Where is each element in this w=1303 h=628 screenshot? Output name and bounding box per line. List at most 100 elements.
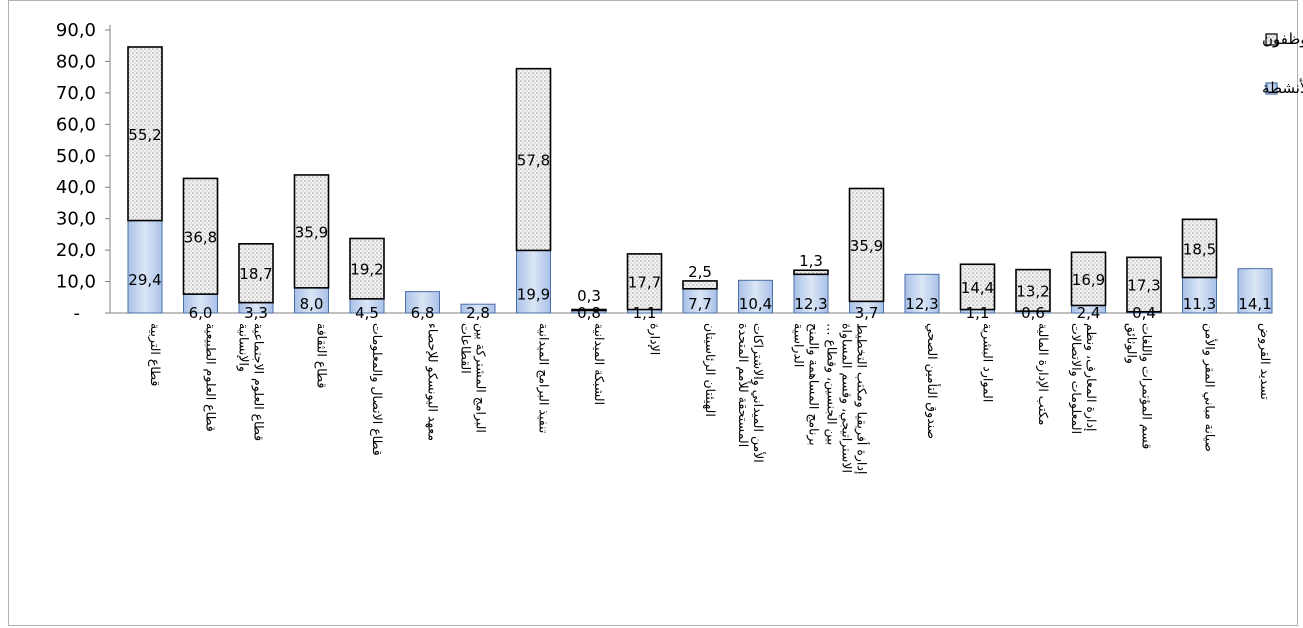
bar-activities <box>516 249 551 314</box>
data-label-staff: 2,5 <box>688 263 712 281</box>
category-label: قطاع العلوم الطبيعية <box>203 323 219 432</box>
y-tick-label: 20,0 <box>56 240 96 261</box>
bar-staff <box>1015 268 1051 312</box>
y-tick-label: 90,0 <box>56 20 96 41</box>
bars <box>127 46 1273 314</box>
data-label-staff: 14,4 <box>961 279 994 297</box>
data-label-activities: 19,9 <box>517 286 550 304</box>
y-tick-label: 30,0 <box>56 209 96 230</box>
bar-activities <box>738 279 773 314</box>
bar-activities <box>127 220 163 314</box>
data-label-activities: 6,0 <box>189 304 213 322</box>
category-label: الموارد البشرية <box>980 323 996 402</box>
bar-staff <box>127 46 163 222</box>
data-label-staff: 35,9 <box>850 237 883 255</box>
category-label: البرامج المشتركة بينالقطاعات <box>459 323 489 433</box>
data-label-staff: 55,2 <box>128 126 161 144</box>
data-label-staff: 17,3 <box>1127 277 1160 295</box>
data-label-activities: 1,1 <box>966 304 990 322</box>
data-label-activities: 12,3 <box>905 295 938 313</box>
data-label-activities: 2,4 <box>1077 304 1101 322</box>
legend-label: الأنشطة <box>1262 78 1303 97</box>
data-labels: 29,4 55,2 6,0 36,8 3,3 18,7 8,0 35,9 4,5 19,2 6,8 2… <box>128 126 1271 322</box>
category-label: تسديد القروض <box>1257 323 1273 400</box>
legend: الموظفون الأنشطة <box>1262 30 1303 97</box>
bar-staff <box>238 243 274 304</box>
bar-staff <box>1126 256 1162 313</box>
data-label-activities: 0,4 <box>1132 304 1156 322</box>
bar-activities <box>405 291 440 314</box>
category-label: مكتب الإدارة المالية <box>1035 323 1051 425</box>
data-label-activities: 0,8 <box>577 304 601 322</box>
bar-staff <box>1181 218 1218 279</box>
bar-activities <box>904 273 940 314</box>
category-label: إدارة المعارف، ونظمالمعلومات والاتصالات <box>1068 323 1099 434</box>
category-label: الأمن الميداني والاشتراكاتالمستحقة للأمم… <box>735 323 766 463</box>
data-label-staff: 13,2 <box>1016 282 1049 300</box>
y-tick-label: 10,0 <box>56 272 96 293</box>
data-label-staff: 35,9 <box>295 223 328 241</box>
y-tick-label: 80,0 <box>56 51 96 72</box>
data-label-activities: 3,3 <box>244 304 268 322</box>
category-label: الإدارة <box>647 323 663 355</box>
legend-swatch <box>1265 33 1278 46</box>
data-label-activities: 7,7 <box>688 295 712 313</box>
data-label-activities: 2,8 <box>466 304 490 322</box>
category-label: الهيئتان الرئاسيتان <box>702 323 718 417</box>
bar-staff <box>515 67 552 252</box>
category-label: صيانة مباني المقر والأمن <box>1202 323 1218 452</box>
data-label-activities: 8,0 <box>300 295 324 313</box>
bar-staff <box>571 308 607 312</box>
data-label-activities: 1,1 <box>633 304 657 322</box>
bar-staff <box>793 269 829 276</box>
bar-staff <box>1070 251 1107 307</box>
category-label: صندوق التأمين الصحي <box>924 323 941 439</box>
data-label-activities: 3,7 <box>855 304 879 322</box>
data-label-activities: 12,3 <box>794 295 827 313</box>
data-label-activities: 11,3 <box>1183 295 1216 313</box>
category-label: معهد اليونسكو للإحصاء <box>425 323 441 441</box>
bar-staff <box>182 177 219 295</box>
bar-activities <box>1182 276 1217 314</box>
bar-staff <box>293 174 330 289</box>
data-label-activities: 4,5 <box>355 304 379 322</box>
data-label-staff: 36,8 <box>184 228 217 246</box>
legend-label: الموظفون <box>1262 30 1303 48</box>
data-label-activities: 10,4 <box>739 295 772 313</box>
category-label: إدارة أفريقيا ومكتب التخطيطالاستراتيجي، … <box>824 323 871 474</box>
data-label-staff: 0,3 <box>577 287 601 305</box>
data-label-activities: 0,6 <box>1021 304 1045 322</box>
data-label-activities: 14,1 <box>1238 295 1271 313</box>
bar-activities <box>793 273 829 314</box>
category-label: تنفيذ البرامج الميدانية <box>536 323 552 434</box>
category-label: قسم المؤتمرات واللغاتوالوثائق <box>1124 323 1155 449</box>
data-label-activities: 29,4 <box>128 271 161 289</box>
y-tick-label: 50,0 <box>56 146 96 167</box>
category-label: قطاع الاتصال والمعلومات <box>369 323 385 456</box>
bar-staff <box>349 237 385 300</box>
y-tick-label: 60,0 <box>56 114 96 135</box>
bar-staff <box>626 253 663 311</box>
category-label: قطاع الثقافة <box>315 323 330 388</box>
bar-staff <box>682 280 718 290</box>
category-labels: قطاع التربية قطاع العلوم الطبيعية قطاع الع… <box>147 323 1273 474</box>
data-label-activities: 6,8 <box>411 304 435 322</box>
bar-staff <box>959 263 996 311</box>
bar-activities <box>460 303 496 314</box>
category-label: برنامج المساهمة والمنحالدراسية <box>791 323 822 446</box>
y-tick-label: 70,0 <box>56 83 96 104</box>
data-label-staff: 19,2 <box>350 261 383 279</box>
data-label-staff: 57,8 <box>517 152 550 170</box>
y-tick-label: - <box>74 303 81 324</box>
bar-staff <box>848 187 885 303</box>
data-label-staff: 18,5 <box>1183 240 1216 258</box>
data-label-staff: 16,9 <box>1072 271 1105 289</box>
category-label: قطاع التربية <box>147 323 163 386</box>
y-tick-label: 40,0 <box>56 177 96 198</box>
bar-activities <box>1237 268 1273 314</box>
data-label-staff: 1,3 <box>799 252 823 270</box>
category-label: الشبكة الميدانية <box>592 323 607 405</box>
legend-swatch <box>1265 82 1278 95</box>
data-label-staff: 17,7 <box>628 274 661 292</box>
